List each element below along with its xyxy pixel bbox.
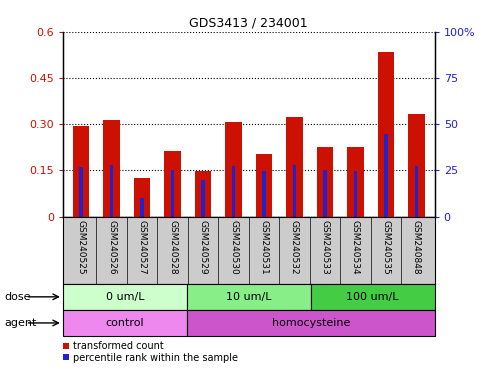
Text: control: control	[105, 318, 144, 328]
Bar	[354, 171, 357, 217]
Bar	[323, 170, 327, 217]
Bar	[73, 126, 89, 217]
Bar	[110, 165, 114, 217]
Bar	[164, 151, 181, 217]
Bar	[79, 167, 83, 217]
Text: GSM240529: GSM240529	[199, 220, 208, 275]
Text: GSM240527: GSM240527	[138, 220, 146, 275]
Bar	[316, 147, 333, 217]
Bar	[414, 166, 418, 217]
Text: GSM240530: GSM240530	[229, 220, 238, 275]
Text: 10 um/L: 10 um/L	[226, 292, 271, 302]
Bar	[232, 166, 235, 217]
Bar	[195, 171, 212, 217]
Text: GSM240534: GSM240534	[351, 220, 360, 275]
Bar	[286, 117, 303, 217]
Bar	[140, 198, 144, 217]
Bar	[311, 284, 435, 310]
Title: GDS3413 / 234001: GDS3413 / 234001	[189, 17, 308, 30]
Bar	[408, 114, 425, 217]
Text: transformed count: transformed count	[73, 341, 164, 351]
Bar	[63, 284, 187, 310]
Bar	[378, 52, 394, 217]
Text: dose: dose	[5, 292, 31, 302]
Text: GSM240525: GSM240525	[77, 220, 85, 275]
Text: GSM240528: GSM240528	[168, 220, 177, 275]
Bar	[103, 120, 120, 217]
Text: GSM240535: GSM240535	[382, 220, 390, 275]
Bar	[170, 170, 174, 217]
Bar	[256, 154, 272, 217]
Bar	[134, 178, 150, 217]
Text: GSM240532: GSM240532	[290, 220, 299, 275]
Text: percentile rank within the sample: percentile rank within the sample	[73, 353, 239, 363]
Text: GSM240848: GSM240848	[412, 220, 421, 275]
Text: 0 um/L: 0 um/L	[105, 292, 144, 302]
Text: agent: agent	[5, 318, 37, 328]
Text: homocysteine: homocysteine	[271, 318, 350, 328]
Bar	[262, 171, 266, 217]
Bar	[384, 134, 388, 217]
Text: 100 um/L: 100 um/L	[346, 292, 399, 302]
Text: GSM240531: GSM240531	[259, 220, 269, 275]
Bar	[63, 310, 187, 336]
Bar	[225, 122, 242, 217]
Bar	[201, 180, 205, 217]
Bar	[187, 310, 435, 336]
Text: GSM240533: GSM240533	[320, 220, 329, 275]
Bar	[347, 147, 364, 217]
Bar	[187, 284, 311, 310]
Text: GSM240526: GSM240526	[107, 220, 116, 275]
Bar	[293, 165, 296, 217]
